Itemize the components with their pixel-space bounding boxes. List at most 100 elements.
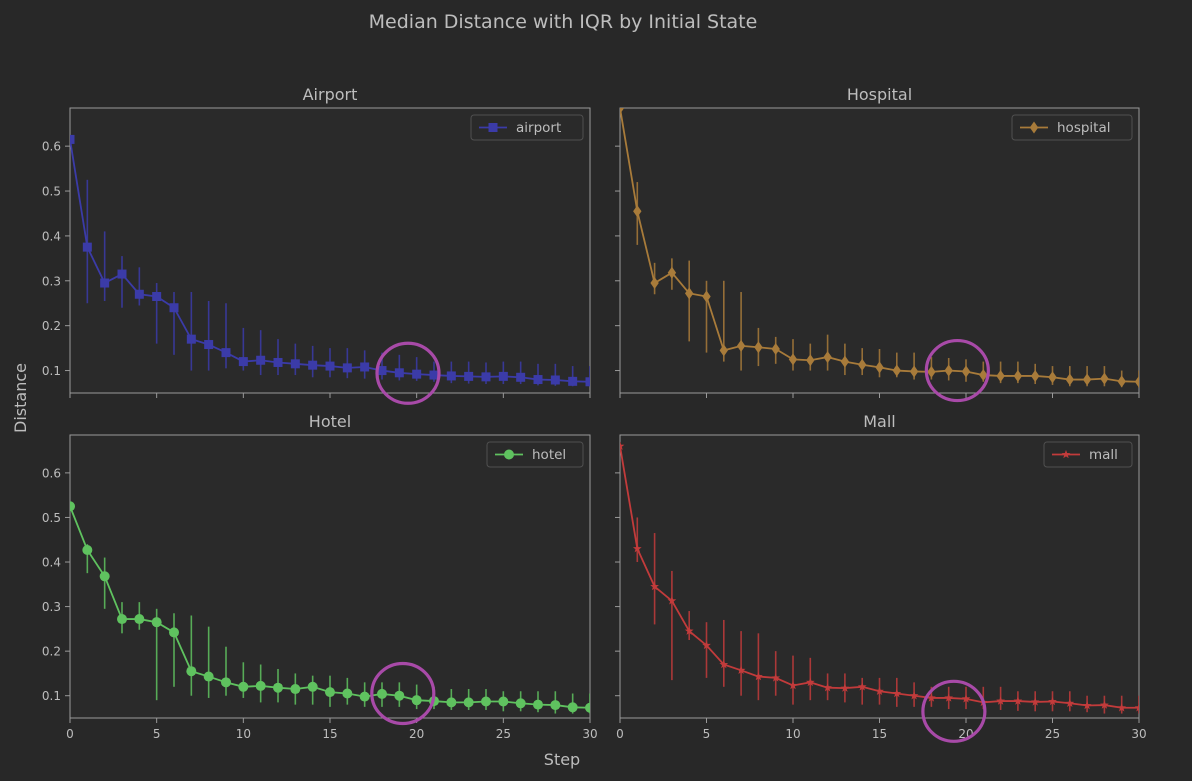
- hotel-data-point: [307, 681, 318, 692]
- hospital-data-point: [944, 364, 953, 377]
- panel-hospital: Hospital hospital: [615, 85, 1140, 403]
- hospital-data-point: [961, 365, 971, 378]
- hospital-data-point: [1031, 369, 1040, 382]
- hotel-data-point: [394, 690, 405, 701]
- mall-legend-box: [1043, 441, 1133, 468]
- hospital-data-point: [1048, 371, 1057, 384]
- airport-data-point: [169, 303, 179, 313]
- airport-y-tick-label: 0.5: [42, 185, 61, 199]
- hotel-data-point: [550, 700, 561, 711]
- hotel-x-tick-label: 0: [66, 727, 74, 741]
- hospital-series: [620, 108, 1139, 388]
- hotel-y-tick-label: 0.6: [42, 466, 61, 480]
- hotel-data-point: [169, 627, 179, 638]
- mall-legend: mall: [1043, 441, 1133, 468]
- hotel-y-tick-label: 0.5: [42, 511, 61, 525]
- airport-data-point: [238, 357, 248, 367]
- mall-data-point: [1117, 703, 1127, 712]
- airport-data-point: [516, 372, 526, 382]
- hotel-subplot-title: Hotel: [309, 412, 351, 431]
- hospital-legend-box: [1011, 114, 1133, 141]
- hotel-x-tick-label: 5: [153, 727, 161, 741]
- hospital-data-point: [927, 365, 936, 378]
- airport-data-point: [152, 292, 162, 302]
- airport-data-point: [273, 357, 283, 367]
- hospital-data-point: [1082, 373, 1092, 386]
- mall-highlight-circle: [921, 679, 987, 743]
- hospital-legend: hospital: [1011, 114, 1133, 141]
- airport-data-point: [550, 375, 560, 385]
- mall-subplot-title: Mall: [863, 412, 896, 431]
- mall-x-tick-label: 0: [616, 727, 624, 741]
- hospital-data-point: [996, 369, 1005, 382]
- hotel-y-tick-label: 0.3: [42, 600, 61, 614]
- x-axis-label: Step: [544, 750, 580, 769]
- hotel-plot-area: [69, 434, 591, 719]
- airport-data-point: [481, 372, 491, 382]
- hotel-legend-box: [486, 441, 584, 468]
- hotel-data-point: [99, 571, 110, 582]
- airport-legend: airport: [470, 114, 584, 141]
- hotel-data-point: [70, 501, 75, 512]
- airport-data-point: [134, 289, 144, 299]
- mall-legend-marker: [1061, 449, 1071, 459]
- mall-data-point: [823, 683, 832, 692]
- hotel-y-tick-label: 0.4: [42, 556, 61, 570]
- hospital-data-point: [875, 361, 884, 374]
- mall-data-point: [1082, 700, 1092, 710]
- hospital-data-point: [823, 351, 832, 364]
- airport-data-point: [308, 360, 318, 370]
- hotel-legend-label: hotel: [532, 447, 566, 463]
- mall-data-point: [996, 696, 1005, 705]
- airport-data-point: [446, 371, 456, 381]
- mall-data-point: [736, 665, 746, 675]
- mall-data-point: [650, 581, 659, 591]
- airport-data-point: [117, 269, 127, 279]
- hotel-data-point: [221, 677, 231, 688]
- hotel-data-point: [186, 666, 197, 677]
- hospital-data-point: [702, 290, 711, 303]
- chart-title: Median Distance with IQR by Initial Stat…: [369, 11, 758, 33]
- mall-data-point: [1100, 700, 1109, 709]
- airport-data-point: [186, 334, 196, 344]
- mall-data-point: [702, 640, 711, 650]
- mall-series: [620, 441, 1139, 714]
- airport-data-point: [412, 369, 422, 379]
- hospital-data-point: [979, 369, 988, 382]
- airport-data-point: [568, 376, 578, 386]
- mall-data-point: [857, 682, 867, 691]
- mall-data-point: [684, 626, 694, 635]
- airport-data-point: [256, 355, 266, 365]
- hotel-x-tick-label: 30: [582, 727, 597, 741]
- airport-data-point: [82, 242, 92, 252]
- airport-data-point: [464, 371, 474, 381]
- hotel-highlight-circle: [370, 661, 436, 726]
- mall-legend-label: mall: [1089, 447, 1118, 463]
- airport-data-point: [100, 278, 110, 288]
- mall-data-point: [719, 659, 729, 669]
- hospital-subplot-title: Hospital: [847, 85, 912, 104]
- hospital-data-point: [1013, 369, 1023, 382]
- hotel-data-point: [498, 696, 509, 707]
- airport-data-point: [429, 370, 439, 380]
- hospital-data-point: [858, 358, 867, 371]
- mall-data-point: [961, 694, 971, 703]
- hospital-data-point: [667, 266, 677, 279]
- airport-y-tick-label: 0.2: [42, 319, 61, 333]
- mall-plot-area: [619, 434, 1140, 719]
- hospital-data-point: [620, 108, 625, 114]
- hotel-data-point: [377, 688, 387, 699]
- hotel-data-point: [515, 698, 526, 709]
- hospital-data-point: [840, 355, 850, 368]
- mall-x-tick-label: 10: [785, 727, 800, 741]
- airport-y-tick-label: 0.1: [42, 364, 61, 378]
- hospital-data-point: [685, 287, 694, 300]
- hotel-data-point: [342, 688, 353, 699]
- mall-data-point: [754, 671, 763, 681]
- mall-data-point: [927, 693, 936, 702]
- hotel-data-point: [325, 687, 335, 698]
- airport-y-tick-label: 0.3: [42, 274, 61, 288]
- airport-subplot-title: Airport: [303, 85, 358, 104]
- hotel-data-point: [134, 614, 145, 625]
